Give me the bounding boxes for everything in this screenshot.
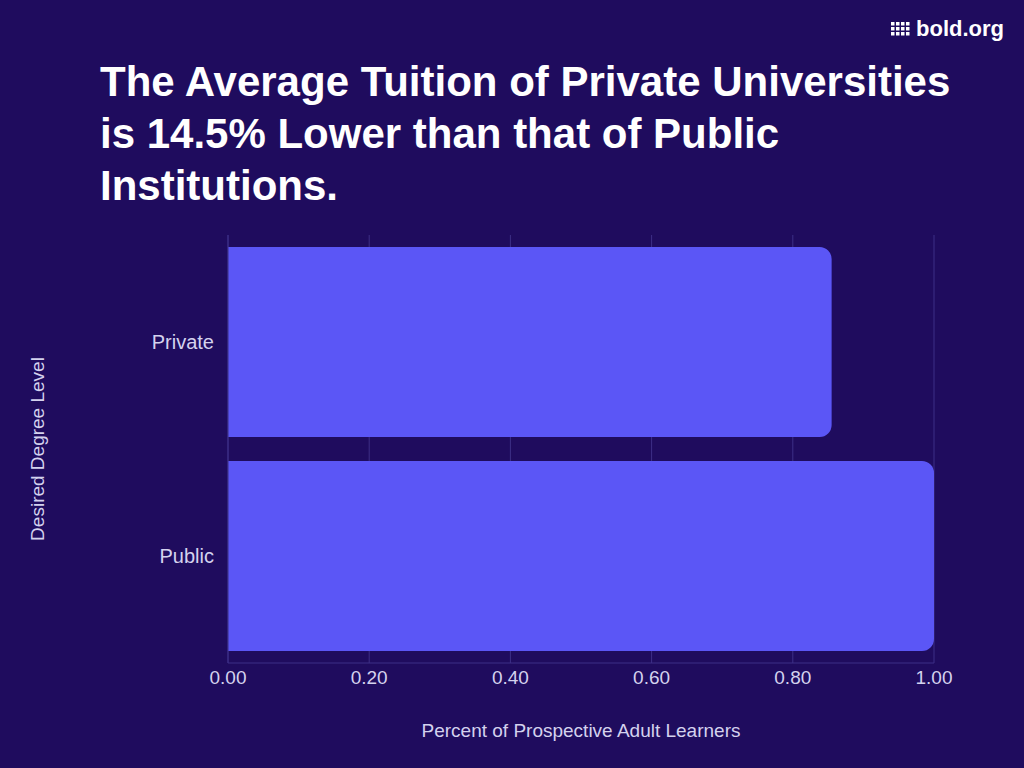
html-text:bold.org: bold.org [916,16,1004,41]
svg-text:Private: Private [152,331,214,353]
svg-text:0.40: 0.40 [492,667,529,688]
html-text:The Average Tuition of Private: The Average Tuition of Private Universit… [100,58,951,209]
svg-text:Public: Public [160,545,214,567]
svg-text:1.00: 1.00 [916,667,953,688]
html-text:Percent of Prospective Adult L: Percent of Prospective Adult Learners [421,720,741,741]
svg-text:0.80: 0.80 [774,667,811,688]
svg-text:0.20: 0.20 [351,667,388,688]
html-text:Desired Degree Level: Desired Degree Level [27,357,48,541]
svg-text:0.00: 0.00 [210,667,247,688]
svg-text:0.60: 0.60 [633,667,670,688]
